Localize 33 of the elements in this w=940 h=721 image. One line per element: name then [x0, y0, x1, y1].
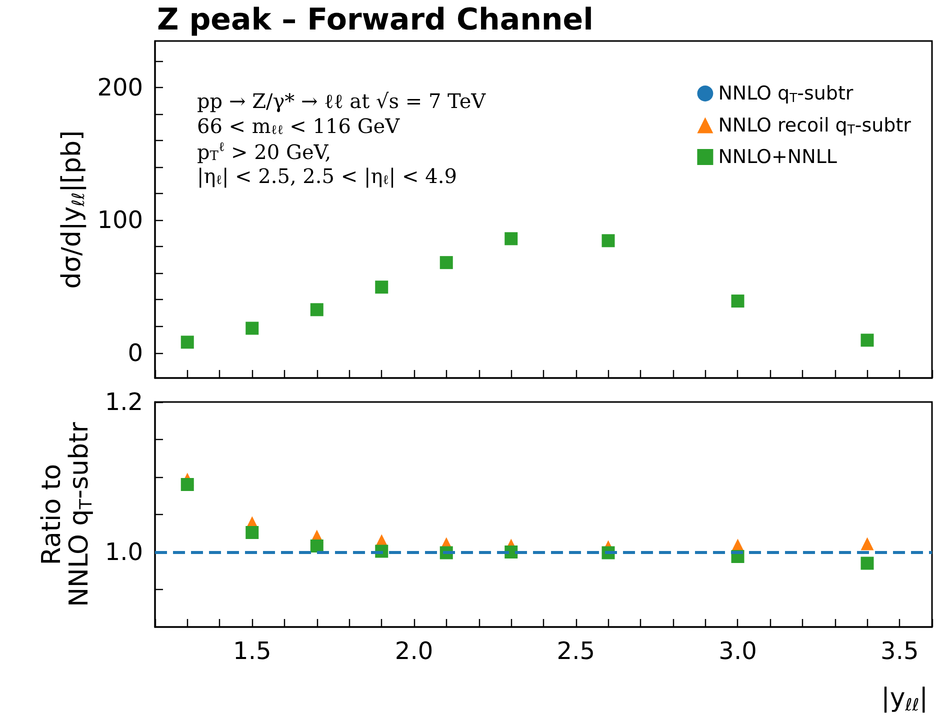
point	[180, 478, 194, 491]
chart-title: Z peak – Forward Channel	[157, 2, 594, 38]
y-tick-label: 1.0	[104, 538, 143, 566]
y-tick-label: 100	[97, 206, 143, 234]
x-tick-label: 2.0	[394, 637, 434, 665]
annotation: pp → Z/γ* → ℓℓ at √s = 7 TeV	[197, 89, 486, 113]
point	[246, 526, 259, 539]
point	[180, 336, 194, 349]
annotation: 66 < mℓℓ < 116 GeV	[197, 114, 400, 138]
point	[860, 334, 874, 347]
legend-label: NNLO qT-subtr	[718, 82, 854, 105]
y-axis-title: dσ/d|yℓℓ|[pb]	[56, 130, 88, 289]
y-tick-label: 200	[97, 73, 143, 102]
y-tick-label: 1.2	[104, 388, 143, 416]
point	[860, 556, 874, 570]
point	[310, 303, 324, 316]
legend-label: NNLO recoil qT-subtr	[718, 114, 912, 137]
x-tick-label: 3.0	[718, 637, 757, 665]
x-tick-label: 3.5	[880, 637, 919, 665]
annotation: |ηℓ| < 2.5, 2.5 < |ηℓ| < 4.9	[197, 164, 457, 188]
point	[310, 540, 324, 552]
point	[602, 234, 615, 248]
legend-label: NNLO+NNLL	[718, 146, 838, 168]
point	[246, 322, 259, 335]
point	[440, 256, 453, 270]
point	[731, 294, 744, 308]
y-tick-label: 0	[128, 338, 143, 367]
x-tick-label: 1.5	[233, 637, 272, 665]
annotation: pTℓ > 20 GeV,	[197, 140, 332, 164]
point	[375, 280, 388, 294]
x-tick-label: 2.5	[556, 637, 595, 665]
point	[504, 232, 518, 246]
point	[860, 537, 874, 550]
